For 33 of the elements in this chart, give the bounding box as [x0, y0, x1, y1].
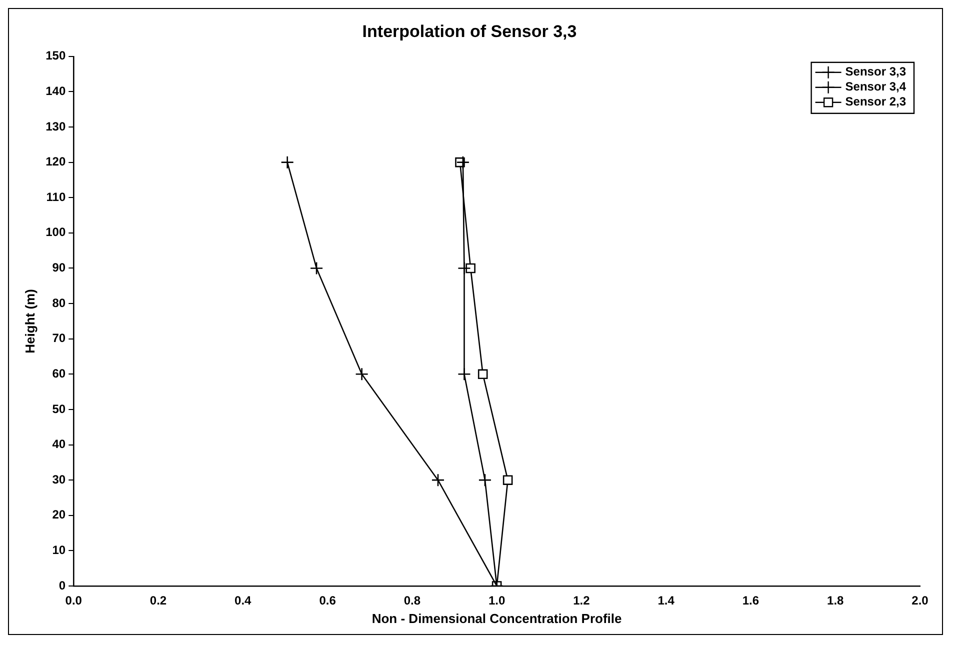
x-tick-label: 2.0 — [912, 594, 929, 608]
x-tick-label: 0.2 — [150, 594, 167, 608]
y-axis-title: Height (m) — [22, 289, 38, 354]
x-axis-title: Non - Dimensional Concentration Profile — [372, 610, 622, 626]
x-tick-label: 1.2 — [573, 594, 590, 608]
y-tick-label: 110 — [46, 190, 66, 204]
y-tick-label: 50 — [52, 402, 66, 416]
x-tick-label: 1.8 — [827, 594, 844, 608]
y-tick-label: 80 — [52, 296, 66, 310]
y-tick-label: 130 — [46, 119, 66, 134]
y-tick-label: 60 — [52, 366, 66, 380]
x-tick-label: 0.8 — [404, 594, 421, 608]
legend-label: Sensor 2,3 — [845, 94, 906, 109]
chart-title: Interpolation of Sensor 3,3 — [362, 22, 577, 41]
y-tick-label: 70 — [52, 331, 66, 346]
y-tick-label: 20 — [52, 508, 66, 522]
x-tick-label: 0.4 — [234, 594, 252, 608]
y-tick-label: 0 — [58, 578, 66, 592]
legend-label: Sensor 3,3 — [845, 64, 906, 79]
y-tick-label: 90 — [52, 260, 66, 275]
x-tick-label: 1.0 — [488, 594, 506, 608]
y-tick-label: 150 — [46, 48, 66, 63]
y-tick-label: 120 — [46, 154, 66, 169]
y-tick-label: 100 — [46, 225, 66, 240]
y-tick-label: 140 — [46, 84, 66, 98]
x-tick-label: 0.0 — [65, 594, 82, 608]
y-tick-label: 40 — [52, 437, 66, 452]
y-tick-label: 30 — [52, 472, 66, 486]
x-tick-label: 1.4 — [658, 594, 675, 608]
legend-label: Sensor 3,4 — [845, 80, 906, 94]
y-tick-label: 10 — [52, 543, 66, 558]
x-tick-label: 1.6 — [742, 594, 760, 608]
x-tick-label: 0.6 — [319, 594, 336, 608]
